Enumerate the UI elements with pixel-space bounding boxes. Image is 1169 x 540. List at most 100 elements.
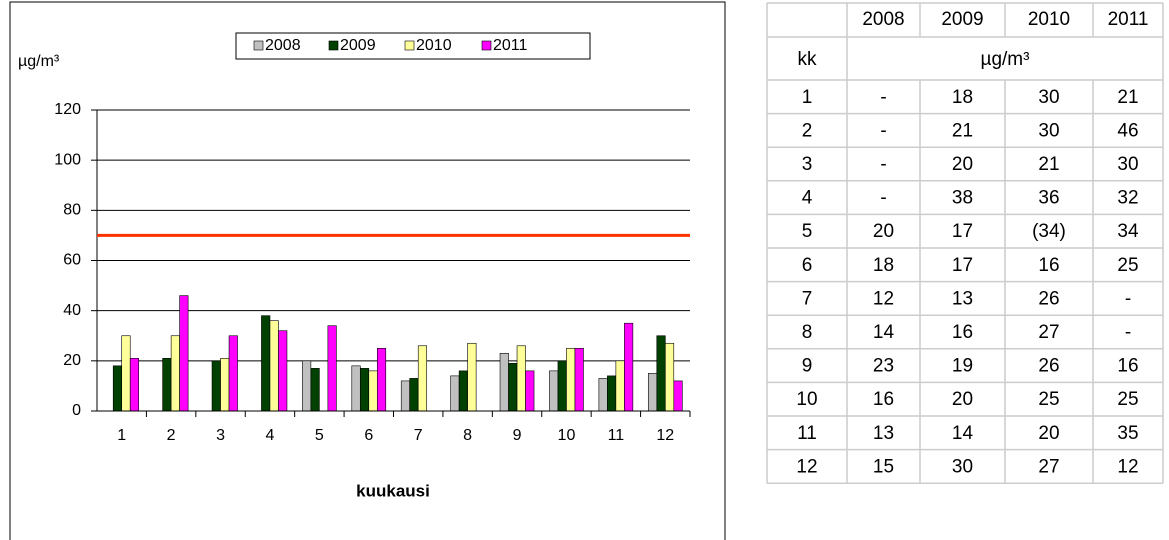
bar [129, 358, 140, 412]
table-cell: 20 [873, 221, 894, 242]
y-tick-label: 0 [72, 402, 81, 419]
table-cell: 17 [952, 221, 973, 242]
column-header: 2010 [1028, 9, 1070, 30]
bar [647, 373, 658, 412]
table-cell: (34) [1032, 221, 1066, 242]
row-label: 2 [802, 120, 813, 141]
bar [179, 295, 189, 412]
legend-label: 2010 [416, 37, 452, 54]
bar [549, 370, 559, 412]
bar [574, 347, 584, 412]
row-label: 1 [802, 87, 813, 108]
bar [409, 378, 419, 412]
table-cell: 34 [1117, 221, 1139, 242]
bar [525, 370, 535, 412]
bar [261, 315, 271, 412]
unit-label: µg/m³ [981, 49, 1030, 70]
table-cell: 14 [952, 423, 974, 444]
x-tick-label: 3 [216, 427, 225, 444]
table-cell: 16 [952, 322, 973, 343]
bar [376, 347, 387, 412]
bar [302, 360, 312, 412]
table-cell: 19 [952, 356, 973, 377]
bar [278, 330, 288, 412]
bar [508, 363, 518, 412]
y-axis-label: µg/m³ [18, 53, 60, 70]
table-cell: 20 [1038, 423, 1059, 444]
bar [400, 380, 411, 412]
legend-swatch [328, 40, 339, 51]
bar [417, 345, 428, 412]
legend-swatch [253, 40, 264, 51]
bar [269, 320, 279, 412]
table-cell: 27 [1038, 322, 1059, 343]
table-cell: 25 [1117, 389, 1138, 410]
table-cell: 21 [1038, 154, 1059, 175]
x-tick-label: 7 [414, 427, 423, 444]
table-cell: 32 [1117, 188, 1138, 209]
table-cell: - [1125, 322, 1131, 343]
bar [624, 322, 634, 412]
table-cell: 21 [1117, 87, 1138, 108]
row-label: 6 [802, 255, 813, 276]
row-label: 7 [802, 288, 813, 309]
bar [516, 345, 526, 412]
table-cell: 35 [1117, 423, 1138, 444]
legend-label: 2011 [493, 37, 528, 54]
row-label: 9 [802, 356, 813, 377]
table-cell: 21 [952, 120, 973, 141]
legend-label: 2009 [340, 37, 376, 54]
x-tick-label: 5 [315, 427, 324, 444]
row-label: 3 [802, 154, 813, 175]
table-cell: 16 [1038, 255, 1059, 276]
table-cell: 13 [873, 423, 894, 444]
table-cell: 12 [1117, 456, 1138, 477]
bar [656, 335, 666, 412]
table-cell: - [880, 188, 886, 209]
table-cell: 23 [873, 356, 894, 377]
table-cell: 20 [952, 389, 973, 410]
bar [598, 378, 608, 412]
table-cell: 16 [1117, 356, 1138, 377]
table-cell: - [880, 87, 886, 108]
bar [607, 375, 617, 412]
table-cell: 17 [952, 255, 973, 276]
bar [310, 368, 320, 412]
bar [162, 358, 172, 412]
bar [112, 365, 123, 412]
table-cell: 18 [873, 255, 894, 276]
row-label: 10 [796, 389, 817, 410]
table-cell: 26 [1038, 356, 1059, 377]
x-tick-label: 4 [266, 427, 275, 444]
x-axis-label: kuukausi [356, 481, 430, 500]
table-cell: 30 [1117, 154, 1138, 175]
table-cell: 18 [952, 87, 973, 108]
bar [121, 335, 131, 412]
table-cell: 26 [1038, 288, 1059, 309]
row-label: 12 [796, 456, 817, 477]
bar [673, 380, 683, 412]
x-tick-label: 11 [608, 427, 625, 444]
legend-swatch [404, 40, 415, 51]
table-cell: 14 [873, 322, 895, 343]
table-cell: 30 [1038, 87, 1059, 108]
bar [450, 375, 460, 412]
x-tick-label: 9 [513, 427, 522, 444]
bar [499, 353, 509, 412]
x-tick-label: 2 [167, 427, 176, 444]
y-tick-label: 40 [63, 302, 81, 319]
column-header: 2008 [862, 9, 904, 30]
table-cell: 30 [952, 456, 973, 477]
table-cell: 25 [1117, 255, 1138, 276]
x-tick-label: 12 [656, 427, 674, 444]
table-cell: 46 [1117, 120, 1138, 141]
table-cell: 20 [952, 154, 973, 175]
x-tick-label: 8 [463, 427, 472, 444]
bar [467, 342, 477, 412]
row-label: 4 [802, 188, 813, 209]
bar [228, 335, 238, 412]
bar [220, 358, 230, 412]
column-header: 2011 [1108, 9, 1149, 30]
table-cell: 16 [873, 389, 894, 410]
bar [458, 370, 468, 412]
